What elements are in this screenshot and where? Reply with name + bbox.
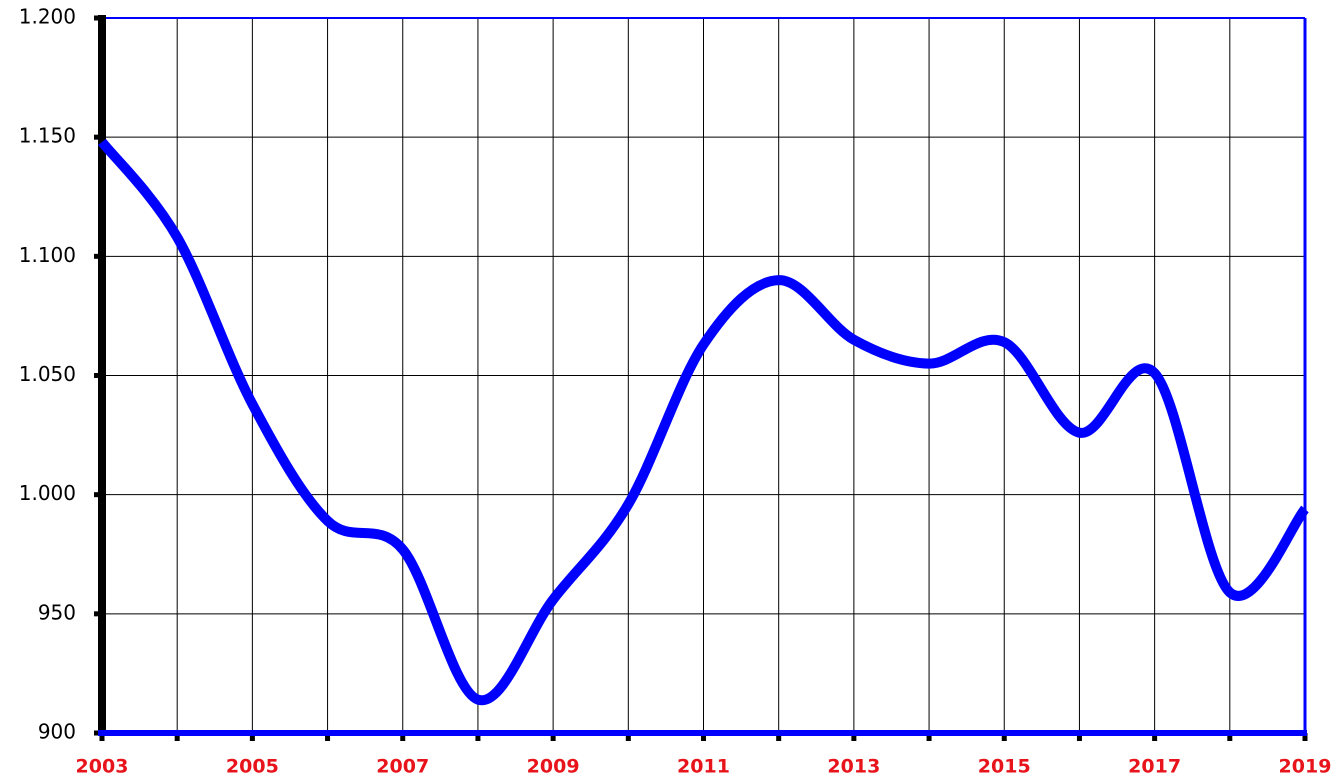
y-tick-label: 1.050 xyxy=(19,362,76,386)
x-tick-label: 2019 xyxy=(1279,756,1332,778)
x-tick-label: 2013 xyxy=(827,756,880,778)
y-tick-label: 1.200 xyxy=(19,5,76,29)
x-tick-label: 2015 xyxy=(978,756,1031,778)
y-tick-label: 950 xyxy=(38,600,76,624)
y-tick-label: 1.150 xyxy=(19,124,76,148)
x-tick-label: 2017 xyxy=(1128,756,1181,778)
x-tick-label: 2003 xyxy=(76,756,129,778)
y-tick-label: 1.000 xyxy=(19,481,76,505)
x-tick-label: 2011 xyxy=(677,756,730,778)
x-tick-label: 2007 xyxy=(376,756,429,778)
y-tick-label: 900 xyxy=(38,720,76,744)
y-tick-label: 1.100 xyxy=(19,243,76,267)
x-tick-label: 2005 xyxy=(226,756,279,778)
x-tick-label: 2009 xyxy=(527,756,580,778)
data-line xyxy=(98,138,1309,706)
